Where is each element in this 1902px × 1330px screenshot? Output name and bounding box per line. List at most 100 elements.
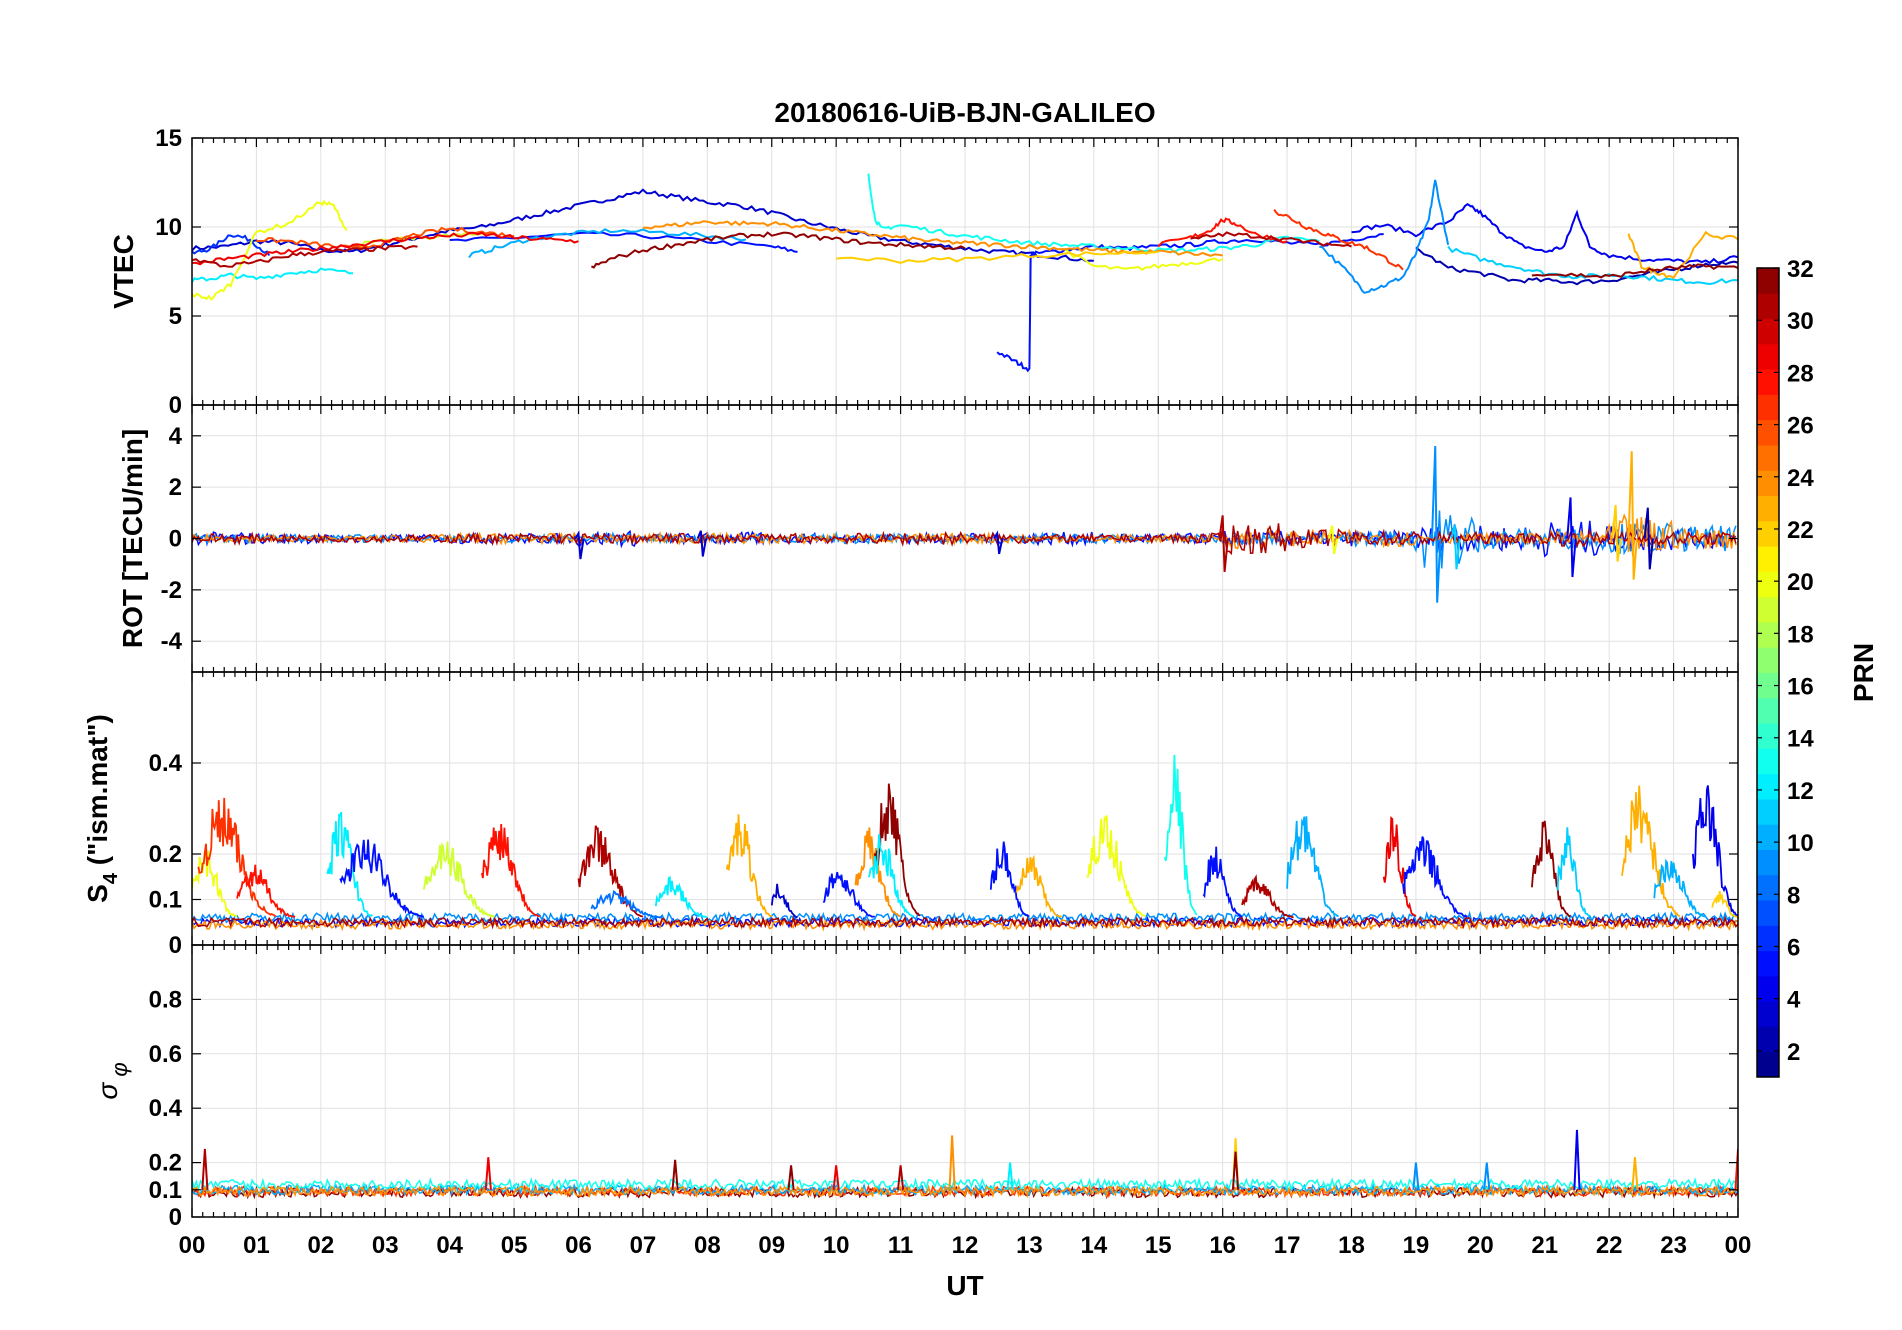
y-tick-label: 0: [169, 932, 182, 959]
s4-burst: [725, 814, 772, 918]
y-tick-label: 4: [169, 423, 183, 450]
vtec-series-line: [192, 234, 271, 257]
x-tick-label: 11: [888, 1232, 913, 1259]
colorbar-swatch: [1757, 748, 1779, 775]
sigma-spike: [1412, 1162, 1420, 1190]
y-tick-label: 5: [169, 303, 182, 330]
x-tick-label: 06: [565, 1232, 592, 1259]
x-tick-label: 16: [1209, 1232, 1236, 1259]
vtec-series-line: [1273, 209, 1404, 271]
y-tick-label: 0: [169, 1204, 182, 1231]
x-tick-label: 02: [307, 1232, 334, 1259]
colorbar-swatch: [1757, 900, 1779, 926]
y-axis-label-sigma: σ: [92, 1082, 123, 1100]
s4-burst: [590, 890, 663, 919]
y-tick-label: 0.4: [149, 1095, 183, 1122]
s4-burst: [1711, 890, 1738, 919]
panel-data: [192, 173, 1738, 373]
x-tick-label: 12: [952, 1232, 979, 1259]
x-tick-label: 07: [630, 1232, 657, 1259]
colorbar-swatch: [1757, 268, 1779, 294]
vtec-series-line: [192, 231, 579, 266]
colorbar-tick-label: 32: [1787, 256, 1814, 283]
s4-burst: [1692, 785, 1738, 917]
rot-spike: [1450, 525, 1461, 570]
sigma-spike: [948, 1135, 956, 1190]
colorbar-tick-label: 4: [1787, 987, 1801, 1014]
x-tick-label: 01: [243, 1232, 270, 1259]
colorbar-swatch: [1757, 571, 1779, 598]
colorbar-swatch: [1757, 343, 1779, 370]
s4-burst: [1556, 827, 1591, 918]
colorbar-tick-label: 22: [1787, 517, 1814, 544]
y-tick-label: 10: [155, 214, 182, 241]
colorbar-tick-label: 8: [1787, 882, 1800, 909]
rot-spike: [574, 530, 585, 560]
s4-baseline: [192, 914, 1738, 930]
y-tick-label: 0.4: [149, 750, 183, 777]
colorbar-swatch: [1757, 925, 1779, 952]
panel-data: [192, 1129, 1738, 1200]
y-tick-label: 0.2: [149, 841, 182, 868]
colorbar-swatch: [1757, 394, 1779, 421]
vtec-series-line: [1157, 217, 1288, 248]
rot-spike: [1218, 515, 1229, 572]
y-tick-label: 0.8: [149, 986, 182, 1013]
x-tick-label: 05: [501, 1232, 528, 1259]
vtec-series-line: [1061, 248, 1224, 271]
x-tick-label: 15: [1145, 1232, 1172, 1259]
x-tick-label: 20: [1467, 1232, 1494, 1259]
s4-burst: [770, 883, 798, 918]
y-axis-label: ROT [TECU/min]: [117, 429, 148, 648]
vtec-series-line: [192, 199, 348, 302]
colorbar-swatch: [1757, 495, 1779, 522]
panel-rot: -4 -2 0 2 4 ROT [TECU/min]: [117, 404, 1739, 673]
colorbar-swatch: [1757, 647, 1779, 673]
vtec-series-line: [590, 231, 966, 269]
s4-burst: [192, 849, 238, 918]
colorbar-tick-label: 18: [1787, 621, 1814, 648]
s4-burst: [1163, 754, 1198, 916]
colorbar-swatch: [1757, 950, 1779, 977]
sigma-spike: [201, 1148, 209, 1190]
s4-burst: [1653, 858, 1707, 918]
s4-burst: [423, 841, 496, 918]
colorbar-swatch: [1757, 824, 1779, 850]
colorbar-swatch: [1757, 697, 1779, 724]
y-tick-label: 0: [169, 526, 182, 553]
colorbar-frame: [1756, 267, 1780, 1078]
vtec-series-line: [1627, 230, 1738, 279]
colorbar-swatch: [1757, 444, 1779, 471]
y-tick-label: -2: [161, 577, 182, 604]
colorbar-swatch: [1757, 470, 1779, 497]
sigma-spike: [832, 1165, 840, 1190]
s4-burst: [1402, 836, 1468, 918]
x-tick-label: 19: [1403, 1232, 1430, 1259]
colorbar-swatch: [1757, 672, 1779, 699]
vtec-series-line: [996, 233, 1384, 373]
s4-burst: [1202, 846, 1242, 918]
sigma-spike: [1006, 1162, 1014, 1190]
sigma-baseline: [192, 1182, 1738, 1198]
s4-burst: [1531, 820, 1571, 918]
s4-burst: [873, 783, 921, 917]
colorbar-tick-label: 2: [1787, 1039, 1800, 1066]
sigma-spike: [1631, 1157, 1639, 1190]
s4-burst: [1286, 816, 1339, 918]
y-axis-label-phi: φ: [107, 1062, 132, 1082]
y-tick-label: 15: [155, 125, 182, 152]
sigma-baseline: [192, 1176, 1738, 1192]
x-tick-label: 09: [758, 1232, 785, 1259]
x-tick-label: 17: [1274, 1232, 1301, 1259]
y-tick-label: 0.2: [149, 1150, 182, 1177]
y-tick-label: 0.1: [149, 1177, 182, 1204]
y-axis-label: VTEC: [108, 234, 139, 309]
sigma-spike: [484, 1157, 492, 1190]
vtec-series-line: [192, 245, 418, 268]
y-axis-label-s: S: [82, 884, 113, 903]
colorbar-tick-label: 24: [1787, 465, 1814, 492]
colorbar-tick-label: 14: [1787, 726, 1814, 753]
colorbar-swatch: [1757, 1051, 1779, 1078]
